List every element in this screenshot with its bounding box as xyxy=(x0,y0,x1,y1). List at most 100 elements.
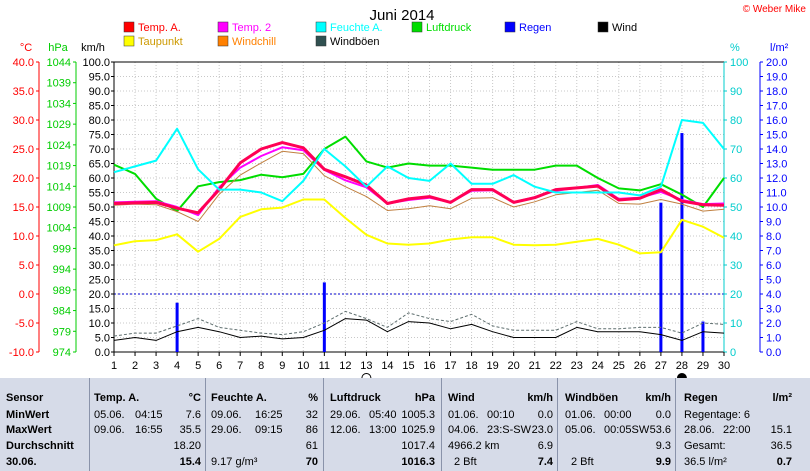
x-tick-label: 8 xyxy=(258,360,264,372)
humidity-tick-label: 0 xyxy=(730,347,736,359)
stats-pressure-unit: hPa xyxy=(414,392,435,404)
x-tick-label: 13 xyxy=(360,360,372,372)
stats-temp-min-time: 04:15 xyxy=(135,409,163,421)
stats-wind-today: 7.4 xyxy=(537,456,553,468)
stats-separator xyxy=(675,378,676,471)
full-moon-icon xyxy=(361,373,372,378)
pressure-tick-label: 1009 xyxy=(47,202,71,214)
temp-tick-label: 10.0 xyxy=(13,231,34,243)
stats-row-max: MaxWert xyxy=(6,424,52,436)
stats-rain-days: Regentage: 6 xyxy=(684,409,751,421)
stats-row-today: 30.06. xyxy=(6,456,37,468)
rain-tick-label: 4.0 xyxy=(766,289,781,301)
rain-bar xyxy=(322,282,326,352)
rain-tick-label: 10.0 xyxy=(766,202,787,214)
legend-label: Temp. 2 xyxy=(232,22,271,34)
wind-tick-label: 35.0 xyxy=(89,246,110,258)
x-tick-label: 21 xyxy=(529,360,541,372)
legend-label: Wind xyxy=(612,22,637,34)
pressure-tick-label: 1039 xyxy=(47,78,71,90)
stats-humidity-today: 70 xyxy=(305,456,318,468)
legend-swatch xyxy=(123,21,135,33)
rain-tick-label: 2.0 xyxy=(766,318,781,330)
chart-grid xyxy=(113,61,725,353)
rain-tick-label: 11.0 xyxy=(766,188,787,200)
stats-temp-min-value: 7.6 xyxy=(185,409,201,421)
wind-tick-label: 65.0 xyxy=(89,159,110,171)
chart-legend: Temp. A. Temp. 2 Feuchte A. Luftdruck Regen W… xyxy=(123,21,637,48)
stats-pressure-today: 1016.3 xyxy=(401,456,435,468)
stats-rain-max-time: 22:00 xyxy=(723,424,751,436)
stats-row-avg: Durchschnitt xyxy=(6,440,74,452)
stats-temp-unit: °C xyxy=(188,392,201,404)
series-lines xyxy=(113,119,725,341)
x-tick-label: 20 xyxy=(508,360,520,372)
stats-rain-today: 0.7 xyxy=(776,456,792,468)
stats-pressure-header: Luftdruck xyxy=(330,392,381,404)
stats-pressure-max-value: 1025.9 xyxy=(401,424,435,436)
chart-axes: 40.0 35.0 30.0 25.0 20.0 15.0 10.0 5.0 0.0 -5.0 -1… xyxy=(9,42,789,359)
rain-tick-label: 0.0 xyxy=(766,347,781,359)
x-tick-label: 5 xyxy=(195,360,201,372)
wind-tick-label: 10.0 xyxy=(89,318,110,330)
stats-wind-distance: 4966.2 km xyxy=(448,440,500,452)
stats-wind-column: Wind km/h 01.06. 00:10 0.0 04.06. 23:S-S… xyxy=(442,378,557,471)
pressure-tick-label: 989 xyxy=(53,285,71,297)
temp-tick-label: 5.0 xyxy=(19,260,34,272)
x-axis-days: 1 2 3 4 5 6 7 8 9 10 11 12 13 14 15 16 17 18 19 20 21 22 23 24 2… xyxy=(111,352,730,372)
rain-tick-label: 17.0 xyxy=(766,101,787,113)
stats-wind-max-value: 23.0 xyxy=(531,424,553,436)
wind-tick-label: 90.0 xyxy=(89,86,110,98)
humidity-tick-label: 20 xyxy=(730,289,742,301)
rain-bar xyxy=(680,133,684,352)
x-tick-label: 28 xyxy=(676,360,688,372)
stats-pressure-min-date: 29.06. xyxy=(330,409,361,421)
stats-humidity-unit: % xyxy=(308,392,318,404)
copyright-label: © Weber Mike xyxy=(743,4,807,15)
temp-tick-label: 40.0 xyxy=(13,57,34,69)
temp-tick-label: 0.0 xyxy=(19,289,34,301)
stats-gusts-column: Windböen km/h 01.06. 00:00 0.0 05.06. 00… xyxy=(558,378,675,471)
weather-chart: Juni 2014 © Weber Mike Temp. A. Temp. 2 Fe… xyxy=(9,4,807,378)
x-tick-label: 11 xyxy=(319,360,330,372)
legend-swatch xyxy=(217,21,229,33)
legend-label: Luftdruck xyxy=(426,22,472,34)
rain-tick-label: 6.0 xyxy=(766,260,781,272)
rain-tick-label: 12.0 xyxy=(766,173,787,185)
stats-humidity-min-date: 09.06. xyxy=(211,409,242,421)
x-tick-label: 22 xyxy=(550,360,562,372)
stats-separator xyxy=(557,378,558,471)
legend-swatch xyxy=(315,21,327,33)
x-tick-label: 7 xyxy=(237,360,243,372)
pressure-tick-label: 979 xyxy=(53,326,71,338)
x-tick-label: 17 xyxy=(444,360,456,372)
stats-humidity-column: Feuchte A. % 09.06. 16:25 32 29.06. 09:1… xyxy=(206,378,323,471)
stats-wind-max-time: 23:S-SW xyxy=(487,424,532,436)
humidity-tick-label: 30 xyxy=(730,260,742,272)
x-tick-label: 4 xyxy=(174,360,180,372)
x-tick-label: 24 xyxy=(592,360,604,372)
rain-tick-label: 16.0 xyxy=(766,115,787,127)
rain-tick-label: 18.0 xyxy=(766,86,787,98)
pressure-tick-label: 984 xyxy=(53,306,71,318)
stats-temp-header: Temp. A. xyxy=(94,392,140,404)
rain-bar xyxy=(175,302,179,352)
stats-sensor-header: Sensor xyxy=(6,392,44,404)
pressure-tick-label: 1019 xyxy=(47,161,71,173)
stats-temp-column: Temp. A. °C 05.06. 04:15 7.6 09.06. 16:5… xyxy=(90,378,205,471)
x-tick-label: 10 xyxy=(297,360,309,372)
x-tick-label: 15 xyxy=(402,360,414,372)
temp-axis-unit: °C xyxy=(20,42,32,54)
humidity-tick-label: 80 xyxy=(730,115,742,127)
chart-title: Juni 2014 xyxy=(369,7,434,24)
humidity-axis-unit: % xyxy=(730,42,740,54)
stats-wind-max-date: 04.06. xyxy=(448,424,479,436)
legend-label: Feuchte A. xyxy=(330,22,383,34)
series-line-luftdruck xyxy=(113,135,725,213)
stats-humidity-header: Feuchte A. xyxy=(211,392,267,404)
rain-tick-label: 14.0 xyxy=(766,144,787,156)
rain-tick-label: 1.0 xyxy=(766,333,781,345)
x-tick-label: 1 xyxy=(111,360,117,372)
stats-humidity-max-time: 09:15 xyxy=(255,424,283,436)
stats-rain-total: 36.5 xyxy=(770,440,792,452)
